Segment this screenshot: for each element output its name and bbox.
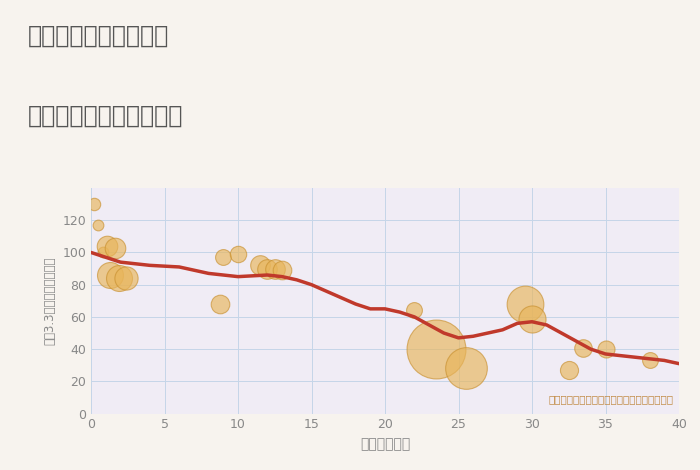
Point xyxy=(461,365,472,372)
Point xyxy=(102,242,113,250)
Point xyxy=(97,249,108,256)
Point xyxy=(526,315,538,322)
Point xyxy=(92,221,104,229)
Point xyxy=(563,366,574,374)
Point xyxy=(276,266,288,274)
Point xyxy=(255,262,266,269)
Text: 円の大きさは、取引のあった物件面積を示す: 円の大きさは、取引のあった物件面積を示す xyxy=(548,395,673,405)
X-axis label: 築年数（年）: 築年数（年） xyxy=(360,437,410,451)
Point xyxy=(109,244,120,251)
Point xyxy=(578,344,589,351)
Point xyxy=(600,345,611,353)
Point xyxy=(120,274,132,282)
Point xyxy=(519,300,531,308)
Point xyxy=(104,271,116,279)
Point xyxy=(644,357,655,364)
Point xyxy=(262,265,273,272)
Point xyxy=(113,274,125,282)
Text: 築年数別中古戸建て価格: 築年数別中古戸建て価格 xyxy=(28,103,183,127)
Point xyxy=(431,345,442,353)
Point xyxy=(409,307,420,314)
Y-axis label: 坪（3.3㎡）単価（万円）: 坪（3.3㎡）単価（万円） xyxy=(43,257,57,345)
Point xyxy=(88,200,99,208)
Point xyxy=(232,251,244,258)
Point xyxy=(269,265,280,272)
Point xyxy=(215,300,226,308)
Point xyxy=(218,253,229,261)
Text: 兵庫県宝塚市口谷東の: 兵庫県宝塚市口谷東の xyxy=(28,24,169,47)
